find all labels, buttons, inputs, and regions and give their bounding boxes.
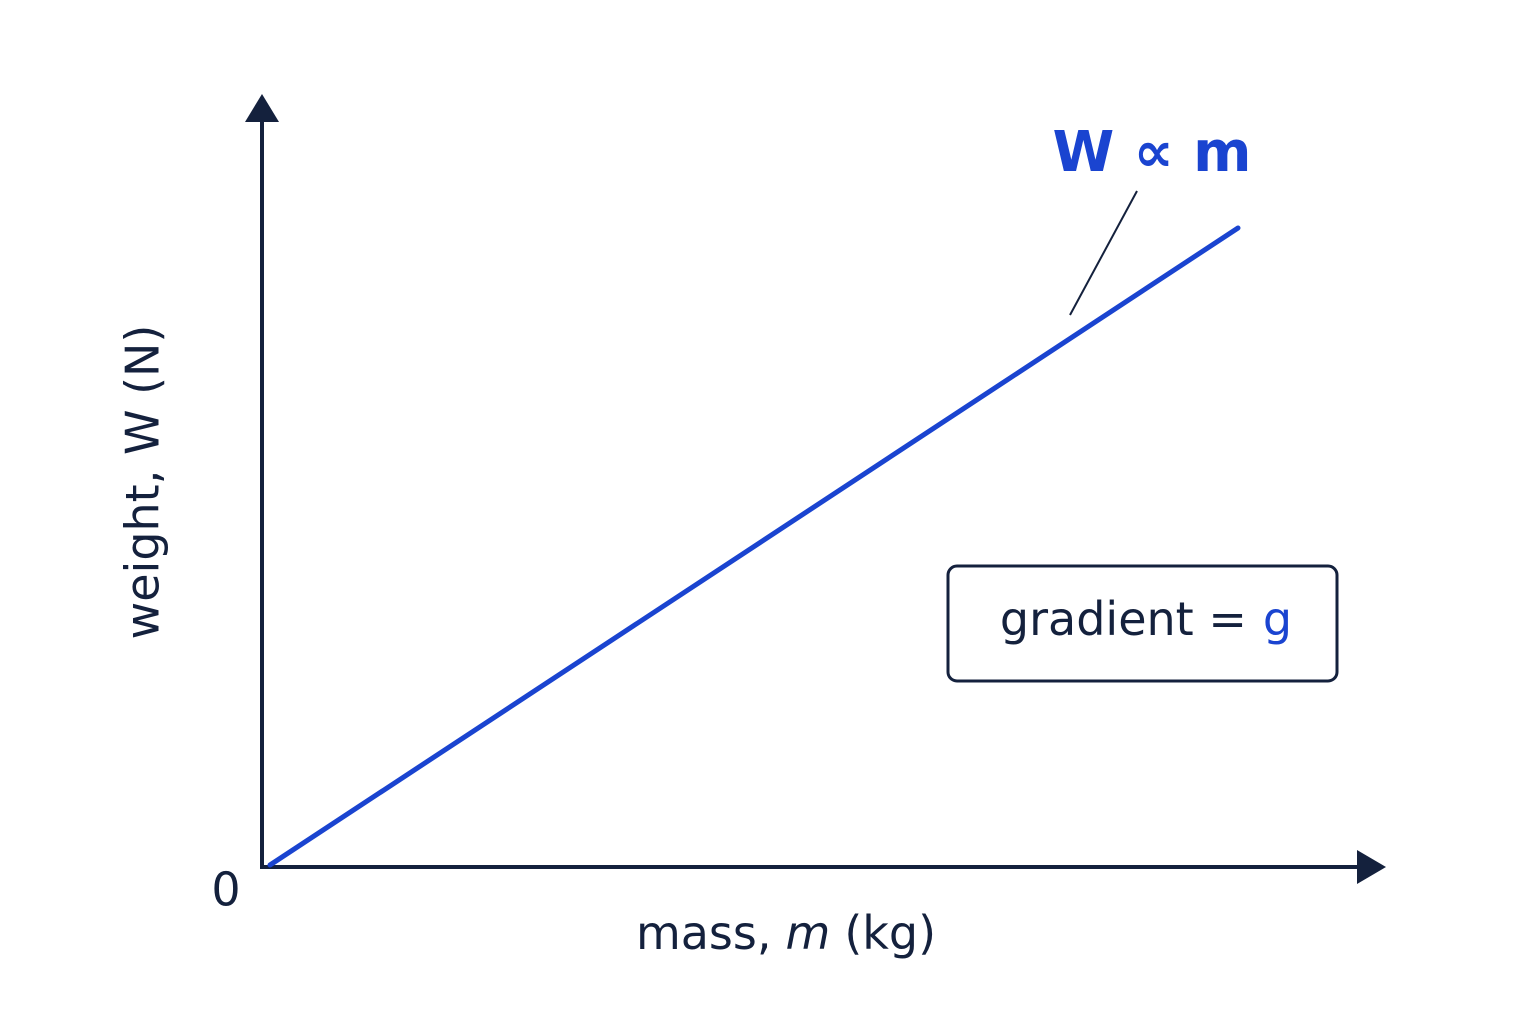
gradient-text: gradient = g: [1000, 592, 1292, 646]
origin-label: 0: [211, 863, 240, 917]
x-axis-arrow: [1357, 850, 1386, 884]
y-axis-arrow: [245, 94, 279, 122]
line-label: W ∝ m: [1053, 120, 1252, 185]
x-axis-word: mass,: [636, 906, 772, 960]
gradient-box: [946, 564, 1339, 683]
x-axis-unit: (kg): [844, 906, 936, 960]
label-pointer: [1069, 190, 1138, 316]
y-axis-label: weight, W (N): [116, 325, 170, 640]
gradient-symbol: g: [1263, 592, 1292, 646]
x-axis-symbol: m: [786, 906, 831, 960]
x-axis-label: mass, m (kg): [636, 906, 936, 960]
gradient-label: gradient =: [1000, 592, 1247, 646]
proportional-line: [267, 225, 1241, 868]
